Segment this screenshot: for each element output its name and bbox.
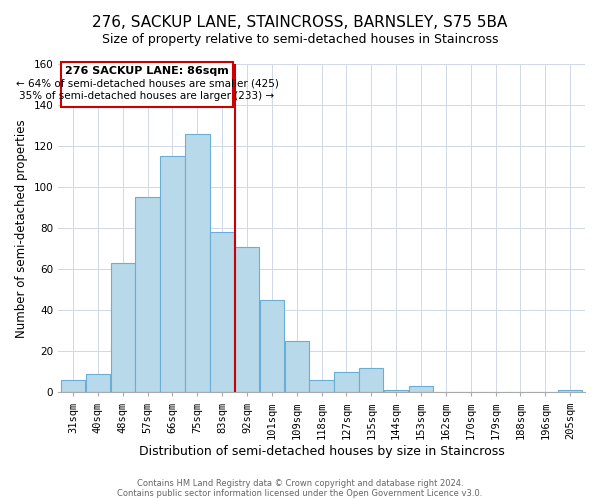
- Text: 276 SACKUP LANE: 86sqm: 276 SACKUP LANE: 86sqm: [65, 66, 229, 76]
- FancyBboxPatch shape: [61, 62, 233, 107]
- Text: 276, SACKUP LANE, STAINCROSS, BARNSLEY, S75 5BA: 276, SACKUP LANE, STAINCROSS, BARNSLEY, …: [92, 15, 508, 30]
- Bar: [260, 300, 284, 392]
- Bar: [334, 372, 359, 392]
- Bar: [384, 390, 409, 392]
- Text: Contains public sector information licensed under the Open Government Licence v3: Contains public sector information licen…: [118, 488, 482, 498]
- Bar: [558, 390, 582, 392]
- Bar: [210, 232, 235, 392]
- Text: Contains HM Land Registry data © Crown copyright and database right 2024.: Contains HM Land Registry data © Crown c…: [137, 478, 463, 488]
- Bar: [409, 386, 433, 392]
- Bar: [284, 341, 309, 392]
- Bar: [235, 246, 259, 392]
- Bar: [160, 156, 185, 392]
- Text: Size of property relative to semi-detached houses in Staincross: Size of property relative to semi-detach…: [102, 32, 498, 46]
- Text: ← 64% of semi-detached houses are smaller (425): ← 64% of semi-detached houses are smalle…: [16, 78, 278, 88]
- Bar: [359, 368, 383, 392]
- Bar: [136, 198, 160, 392]
- Bar: [310, 380, 334, 392]
- Bar: [86, 374, 110, 392]
- Bar: [110, 263, 135, 392]
- Text: 35% of semi-detached houses are larger (233) →: 35% of semi-detached houses are larger (…: [19, 91, 275, 101]
- X-axis label: Distribution of semi-detached houses by size in Staincross: Distribution of semi-detached houses by …: [139, 444, 505, 458]
- Bar: [185, 134, 209, 392]
- Bar: [61, 380, 85, 392]
- Y-axis label: Number of semi-detached properties: Number of semi-detached properties: [15, 119, 28, 338]
